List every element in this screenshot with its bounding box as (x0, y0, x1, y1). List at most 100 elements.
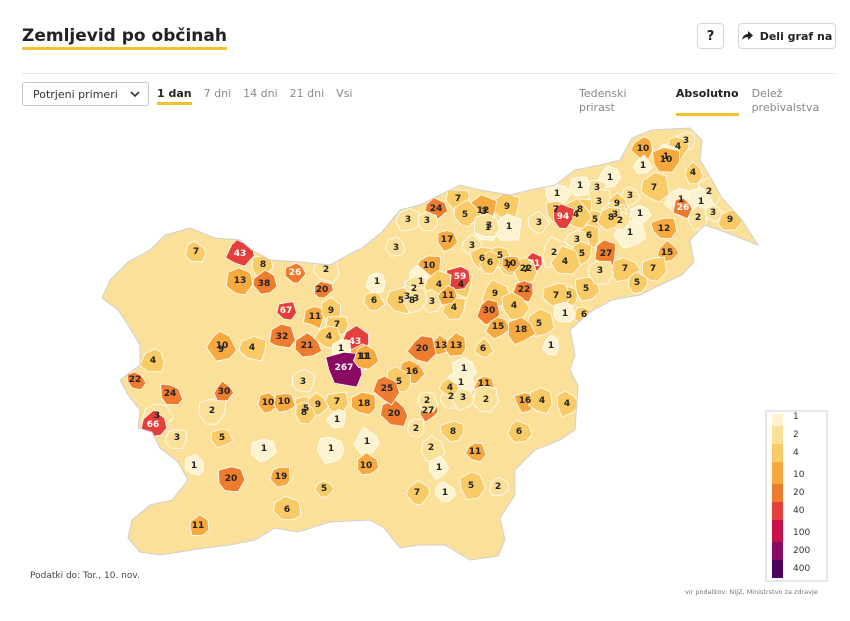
municipality-region[interactable] (438, 377, 460, 398)
municipality-region[interactable] (550, 245, 582, 275)
tab-7-days[interactable]: 7 dni (203, 87, 232, 100)
municipality-region[interactable] (164, 429, 187, 450)
share-button[interactable]: Deli graf na (738, 23, 836, 49)
municipality-region[interactable] (628, 271, 648, 295)
municipality-region[interactable] (210, 428, 234, 449)
municipality-region[interactable] (184, 453, 205, 476)
municipality-region[interactable] (356, 452, 380, 476)
municipality-region[interactable] (632, 154, 654, 174)
municipality-region[interactable] (474, 337, 495, 359)
municipality-region[interactable] (472, 385, 499, 413)
municipality-region[interactable] (372, 375, 401, 406)
help-button[interactable]: ? (697, 23, 724, 49)
municipality-region[interactable] (138, 348, 165, 373)
tab-population-share[interactable]: Delež prebivalstva (751, 87, 820, 114)
municipality-region[interactable] (556, 390, 580, 418)
municipality-region[interactable] (250, 438, 277, 463)
municipality-region[interactable] (507, 419, 533, 443)
municipality-region[interactable] (685, 160, 704, 185)
metric-select[interactable]: Potrjeni primeri (22, 82, 149, 106)
municipality-region[interactable] (314, 479, 335, 498)
municipality-region[interactable] (406, 335, 437, 364)
municipality-region[interactable] (652, 147, 680, 173)
legend-swatch (772, 444, 783, 462)
municipality-region[interactable] (596, 207, 622, 231)
municipality-region[interactable] (213, 380, 235, 403)
municipality-region[interactable] (353, 344, 380, 370)
municipality-region[interactable] (407, 418, 425, 438)
municipality-region[interactable] (417, 391, 438, 413)
municipality-region[interactable] (437, 230, 459, 253)
municipality-region[interactable] (672, 197, 693, 220)
municipality-region[interactable] (218, 466, 246, 493)
municipality-region[interactable] (189, 514, 210, 537)
municipality-region[interactable] (588, 260, 614, 285)
municipality-region[interactable] (252, 269, 278, 295)
tab-21-days[interactable]: 21 dni (289, 87, 325, 100)
municipality-region[interactable] (205, 330, 238, 362)
region-value-label: 8 (450, 427, 456, 437)
municipality-region[interactable] (198, 399, 227, 425)
municipality-region[interactable] (465, 442, 487, 463)
municipality-region[interactable] (650, 217, 678, 240)
tab-14-days[interactable]: 14 dni (243, 87, 278, 100)
municipality-region[interactable] (353, 426, 380, 458)
municipality-region[interactable] (269, 466, 291, 488)
municipality-region[interactable] (629, 205, 652, 225)
municipality-region[interactable] (453, 199, 482, 227)
municipality-region[interactable] (527, 210, 550, 234)
municipality-region[interactable] (434, 481, 457, 502)
municipality-region[interactable] (284, 262, 307, 284)
tab-all[interactable]: Vsi (336, 87, 353, 100)
municipality-region[interactable] (326, 408, 346, 429)
municipality-region[interactable] (428, 455, 449, 480)
municipality-region[interactable] (185, 240, 207, 263)
municipality-region[interactable] (552, 203, 575, 229)
municipality-region[interactable] (528, 387, 553, 415)
municipality-region[interactable] (402, 287, 428, 314)
municipality-region[interactable] (160, 383, 184, 406)
municipality-region[interactable] (238, 335, 267, 362)
municipality-region[interactable] (417, 210, 439, 232)
municipality-region[interactable] (126, 371, 147, 391)
municipality-region[interactable] (313, 280, 334, 299)
municipality-region[interactable] (479, 250, 501, 275)
tab-1-day[interactable]: 1 dan (157, 87, 192, 105)
municipality-region[interactable] (395, 207, 422, 232)
municipality-region[interactable] (630, 136, 653, 160)
municipality-region[interactable] (365, 272, 386, 293)
municipality-region[interactable] (474, 213, 501, 237)
municipality-region[interactable] (656, 239, 680, 263)
municipality-region[interactable] (225, 267, 254, 296)
municipality-region[interactable] (485, 316, 512, 340)
municipality-region[interactable] (380, 398, 409, 427)
municipality-region[interactable] (363, 291, 386, 311)
municipality-region[interactable] (316, 436, 345, 464)
municipality-region[interactable] (439, 420, 465, 443)
legend-label: 400 (793, 564, 810, 574)
municipality-region[interactable] (405, 480, 431, 506)
municipality-region[interactable] (488, 476, 510, 497)
municipality-region[interactable] (541, 334, 560, 356)
municipality-region[interactable] (291, 368, 316, 393)
municipality-region[interactable] (501, 255, 522, 273)
municipality-region[interactable] (273, 392, 297, 413)
municipality-region[interactable] (385, 236, 406, 257)
municipality-region[interactable] (444, 332, 466, 357)
municipality-region[interactable] (640, 171, 670, 203)
tab-absolute[interactable]: Absolutno (675, 87, 739, 116)
municipality-region[interactable] (553, 301, 575, 323)
municipality-region[interactable] (459, 471, 486, 500)
municipality-region[interactable] (273, 495, 302, 520)
municipality-region[interactable] (269, 323, 296, 349)
tab-weekly-growth[interactable]: Tedenski prirast (579, 87, 627, 114)
municipality-region[interactable] (350, 391, 376, 416)
municipality-region[interactable] (437, 285, 458, 306)
municipality-region[interactable] (507, 316, 537, 345)
municipality-region[interactable] (568, 176, 590, 197)
municipality-region[interactable] (257, 392, 279, 414)
municipality-region[interactable] (641, 256, 668, 282)
municipality-region[interactable] (295, 401, 317, 425)
region-value-label: 13 (450, 341, 463, 351)
municipality-region[interactable] (276, 301, 297, 321)
